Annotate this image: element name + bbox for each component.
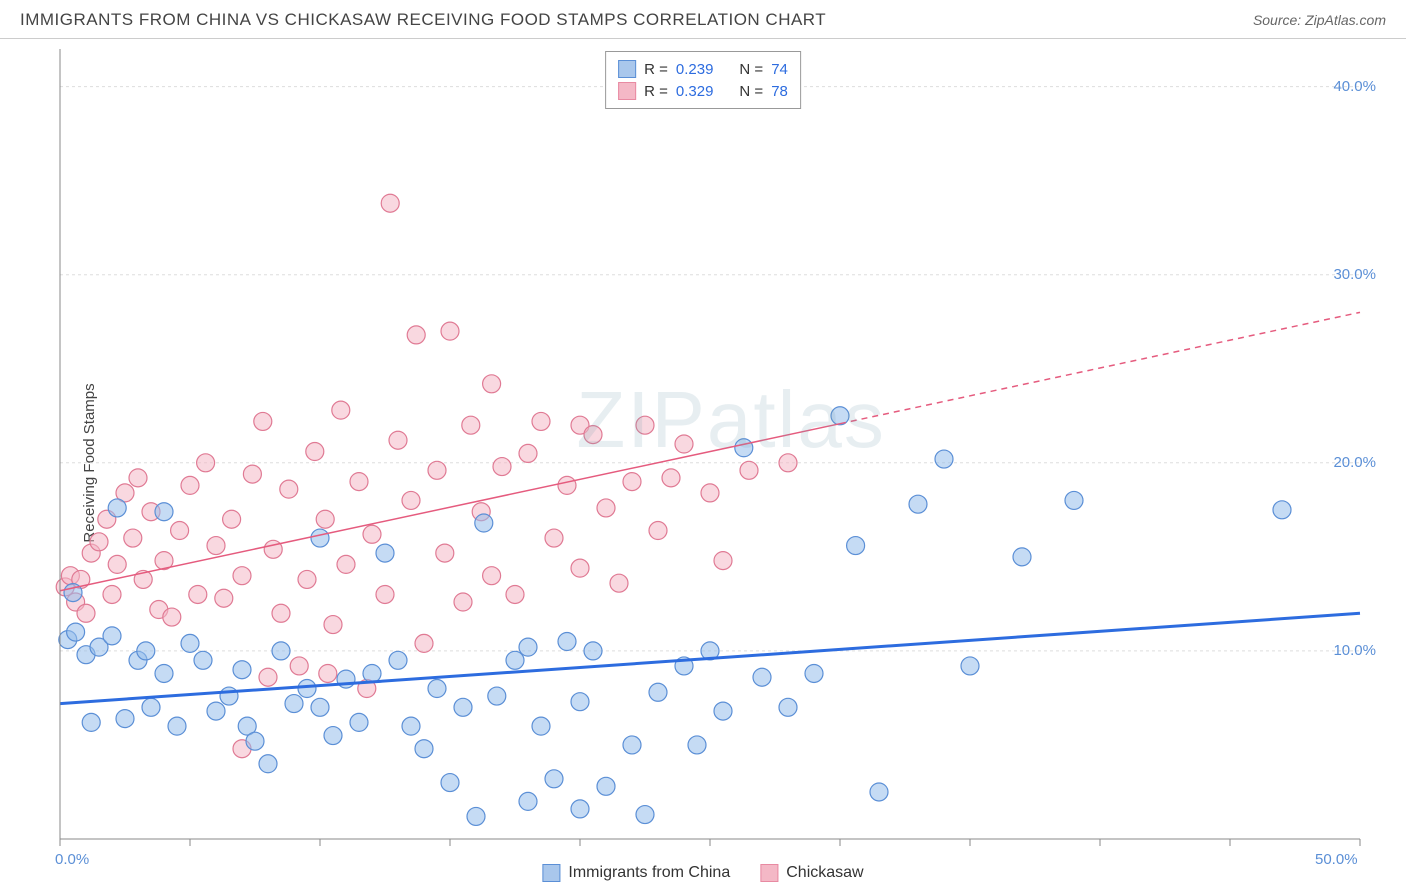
chart-title: IMMIGRANTS FROM CHINA VS CHICKASAW RECEI… (20, 10, 826, 30)
legend-item-china: Immigrants from China (542, 864, 730, 882)
source-label: Source: (1253, 12, 1305, 28)
series-legend: Immigrants from China Chickasaw (542, 864, 863, 882)
source-attribution: Source: ZipAtlas.com (1253, 12, 1386, 28)
n-label: N = (739, 61, 763, 78)
x-tick-label: 0.0% (55, 851, 89, 868)
y-tick-label: 10.0% (1333, 642, 1376, 659)
source-name: ZipAtlas.com (1305, 12, 1386, 28)
n-value: 78 (771, 83, 788, 100)
legend-label: Chickasaw (786, 864, 863, 882)
r-label: R = (644, 83, 668, 100)
legend-item-chickasaw: Chickasaw (760, 864, 863, 882)
legend-swatch (760, 864, 778, 882)
x-tick-label: 50.0% (1315, 851, 1358, 868)
legend-swatch-chickasaw (618, 82, 636, 100)
chart-header: IMMIGRANTS FROM CHINA VS CHICKASAW RECEI… (0, 0, 1406, 39)
y-tick-label: 20.0% (1333, 454, 1376, 471)
r-value: 0.239 (676, 61, 714, 78)
correlation-legend-row: R = 0.239 N = 74 (618, 58, 788, 80)
legend-swatch (542, 864, 560, 882)
scatter-plot (0, 39, 1406, 886)
r-label: R = (644, 61, 668, 78)
r-value: 0.329 (676, 83, 714, 100)
legend-swatch-china (618, 60, 636, 78)
y-tick-label: 40.0% (1333, 78, 1376, 95)
n-value: 74 (771, 61, 788, 78)
correlation-legend-row: R = 0.329 N = 78 (618, 80, 788, 102)
y-tick-label: 30.0% (1333, 266, 1376, 283)
n-label: N = (739, 83, 763, 100)
chart-area: Receiving Food Stamps ZIPatlas R = 0.239… (0, 39, 1406, 886)
correlation-legend: R = 0.239 N = 74 R = 0.329 N = 78 (605, 51, 801, 109)
legend-label: Immigrants from China (568, 864, 730, 882)
